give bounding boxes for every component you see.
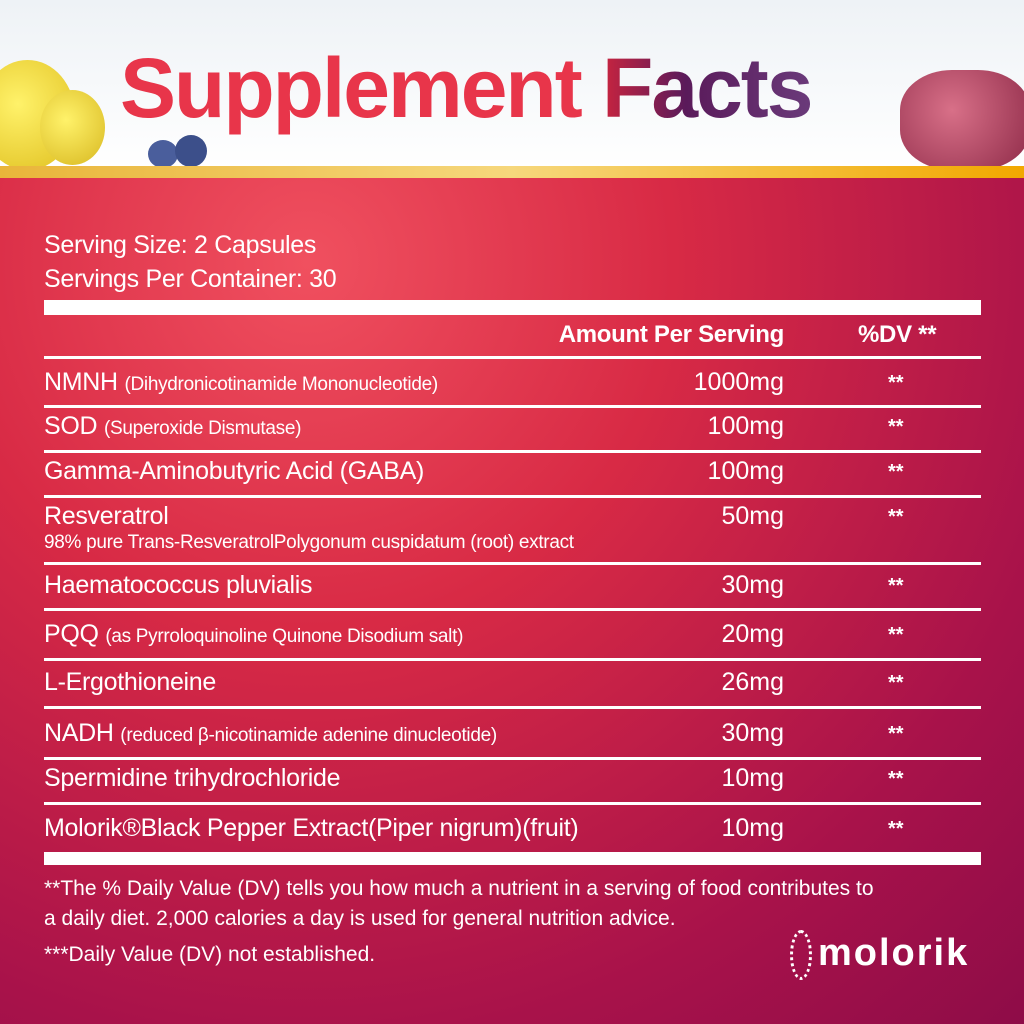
ingredient-amount: 50mg: [721, 502, 784, 530]
ingredient-name: NADH (reduced β-nicotinamide adenine din…: [44, 719, 497, 747]
ingredient-amount: 10mg: [721, 814, 784, 842]
ingredient-amount: 30mg: [721, 571, 784, 599]
ingredient-dv: **: [888, 372, 904, 394]
ingredient-amount: 30mg: [721, 719, 784, 747]
ingredient-detail: 98% pure Trans-ResveratrolPolygonum cusp…: [44, 532, 574, 553]
divider: [44, 356, 981, 359]
thick-divider: [44, 852, 981, 865]
brand-logo: molorik: [790, 930, 969, 980]
ingredient-dv: **: [888, 768, 904, 790]
divider: [44, 608, 981, 611]
page-title: Supplement Facts: [120, 41, 813, 135]
divider: [44, 450, 981, 453]
thick-divider: [44, 300, 981, 315]
servings-per-container: Servings Per Container: 30: [44, 265, 337, 293]
ingredient-amount: 10mg: [721, 764, 784, 792]
ingredient-dv: **: [888, 672, 904, 694]
ingredient-detail: (as Pyrroloquinoline Quinone Disodium sa…: [105, 626, 464, 647]
ingredient-name: Resveratrol: [44, 502, 169, 530]
blueberry-image: [175, 135, 207, 167]
divider: [44, 658, 981, 661]
kiwano-fruit-image: [40, 90, 105, 165]
ingredient-dv: **: [888, 575, 904, 597]
ingredient-amount: 20mg: [721, 620, 784, 648]
dv-header: %DV **: [858, 321, 937, 348]
serving-size: Serving Size: 2 Capsules: [44, 231, 317, 259]
amount-header: Amount Per Serving: [558, 321, 785, 348]
ingredient-name: Molorik®Black Pepper Extract(Piper nigru…: [44, 814, 579, 842]
divider: [44, 757, 981, 760]
ingredient-name: NMNH (Dihydronicotinamide Mononucleotide…: [44, 368, 438, 396]
footnote-not-established: ***Daily Value (DV) not established.: [44, 943, 376, 966]
ingredient-name: Spermidine trihydrochloride: [44, 764, 341, 792]
ingredient-dv: **: [888, 818, 904, 840]
divider: [44, 562, 981, 565]
footnote-dv-2: a daily diet. 2,000 calories a day is us…: [44, 907, 676, 930]
ingredient-dv: **: [888, 723, 904, 745]
gold-divider: [0, 166, 1024, 178]
logo-mark-icon: [790, 930, 812, 980]
ingredient-dv: **: [888, 461, 904, 483]
ingredient-name: PQQ (as Pyrroloquinoline Quinone Disodiu…: [44, 620, 464, 648]
facts-panel: [0, 178, 1024, 1024]
ingredient-detail: (Dihydronicotinamide Mononucleotide): [124, 374, 438, 395]
blueberry-image: [148, 140, 178, 168]
ingredient-amount: 1000mg: [693, 368, 784, 396]
ingredient-detail: (reduced β-nicotinamide adenine dinucleo…: [120, 725, 497, 746]
ingredient-amount: 26mg: [721, 668, 784, 696]
divider: [44, 495, 981, 498]
ingredient-amount: 100mg: [707, 412, 784, 440]
divider: [44, 802, 981, 805]
grape-image: [900, 70, 1024, 170]
ingredient-name: L-Ergothioneine: [44, 668, 217, 696]
ingredient-name: Gamma-Aminobutyric Acid (GABA): [44, 457, 424, 485]
ingredient-detail: (Superoxide Dismutase): [103, 418, 302, 439]
header-banner: [0, 0, 1024, 170]
divider: [44, 405, 981, 408]
ingredient-amount: 100mg: [707, 457, 784, 485]
ingredient-dv: **: [888, 624, 904, 646]
footnote-dv: **The % Daily Value (DV) tells you how m…: [44, 877, 874, 900]
ingredient-dv: **: [888, 506, 904, 528]
ingredient-dv: **: [888, 416, 904, 438]
divider: [44, 706, 981, 709]
ingredient-name: SOD (Superoxide Dismutase): [44, 412, 302, 440]
ingredient-name: Haematococcus pluvialis: [44, 571, 313, 599]
